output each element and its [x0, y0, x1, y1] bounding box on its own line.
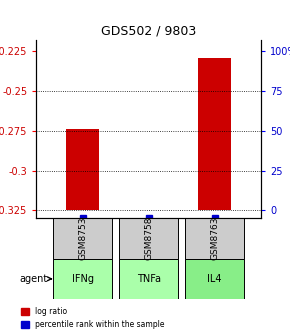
FancyBboxPatch shape [185, 259, 244, 299]
Text: GSM8753: GSM8753 [78, 217, 87, 260]
FancyBboxPatch shape [185, 218, 244, 259]
Text: IFNg: IFNg [72, 274, 93, 284]
FancyBboxPatch shape [53, 259, 112, 299]
FancyBboxPatch shape [119, 218, 178, 259]
Text: GSM8763: GSM8763 [210, 217, 219, 260]
FancyBboxPatch shape [119, 259, 178, 299]
Legend: log ratio, percentile rank within the sample: log ratio, percentile rank within the sa… [18, 304, 168, 332]
Bar [66, 129, 99, 210]
Text: TNFa: TNFa [137, 274, 161, 284]
Title: GDS502 / 9803: GDS502 / 9803 [101, 25, 196, 38]
FancyBboxPatch shape [53, 218, 112, 259]
Text: GSM8758: GSM8758 [144, 217, 153, 260]
Text: IL4: IL4 [207, 274, 222, 284]
Bar [198, 58, 231, 210]
Text: agent: agent [20, 274, 51, 284]
